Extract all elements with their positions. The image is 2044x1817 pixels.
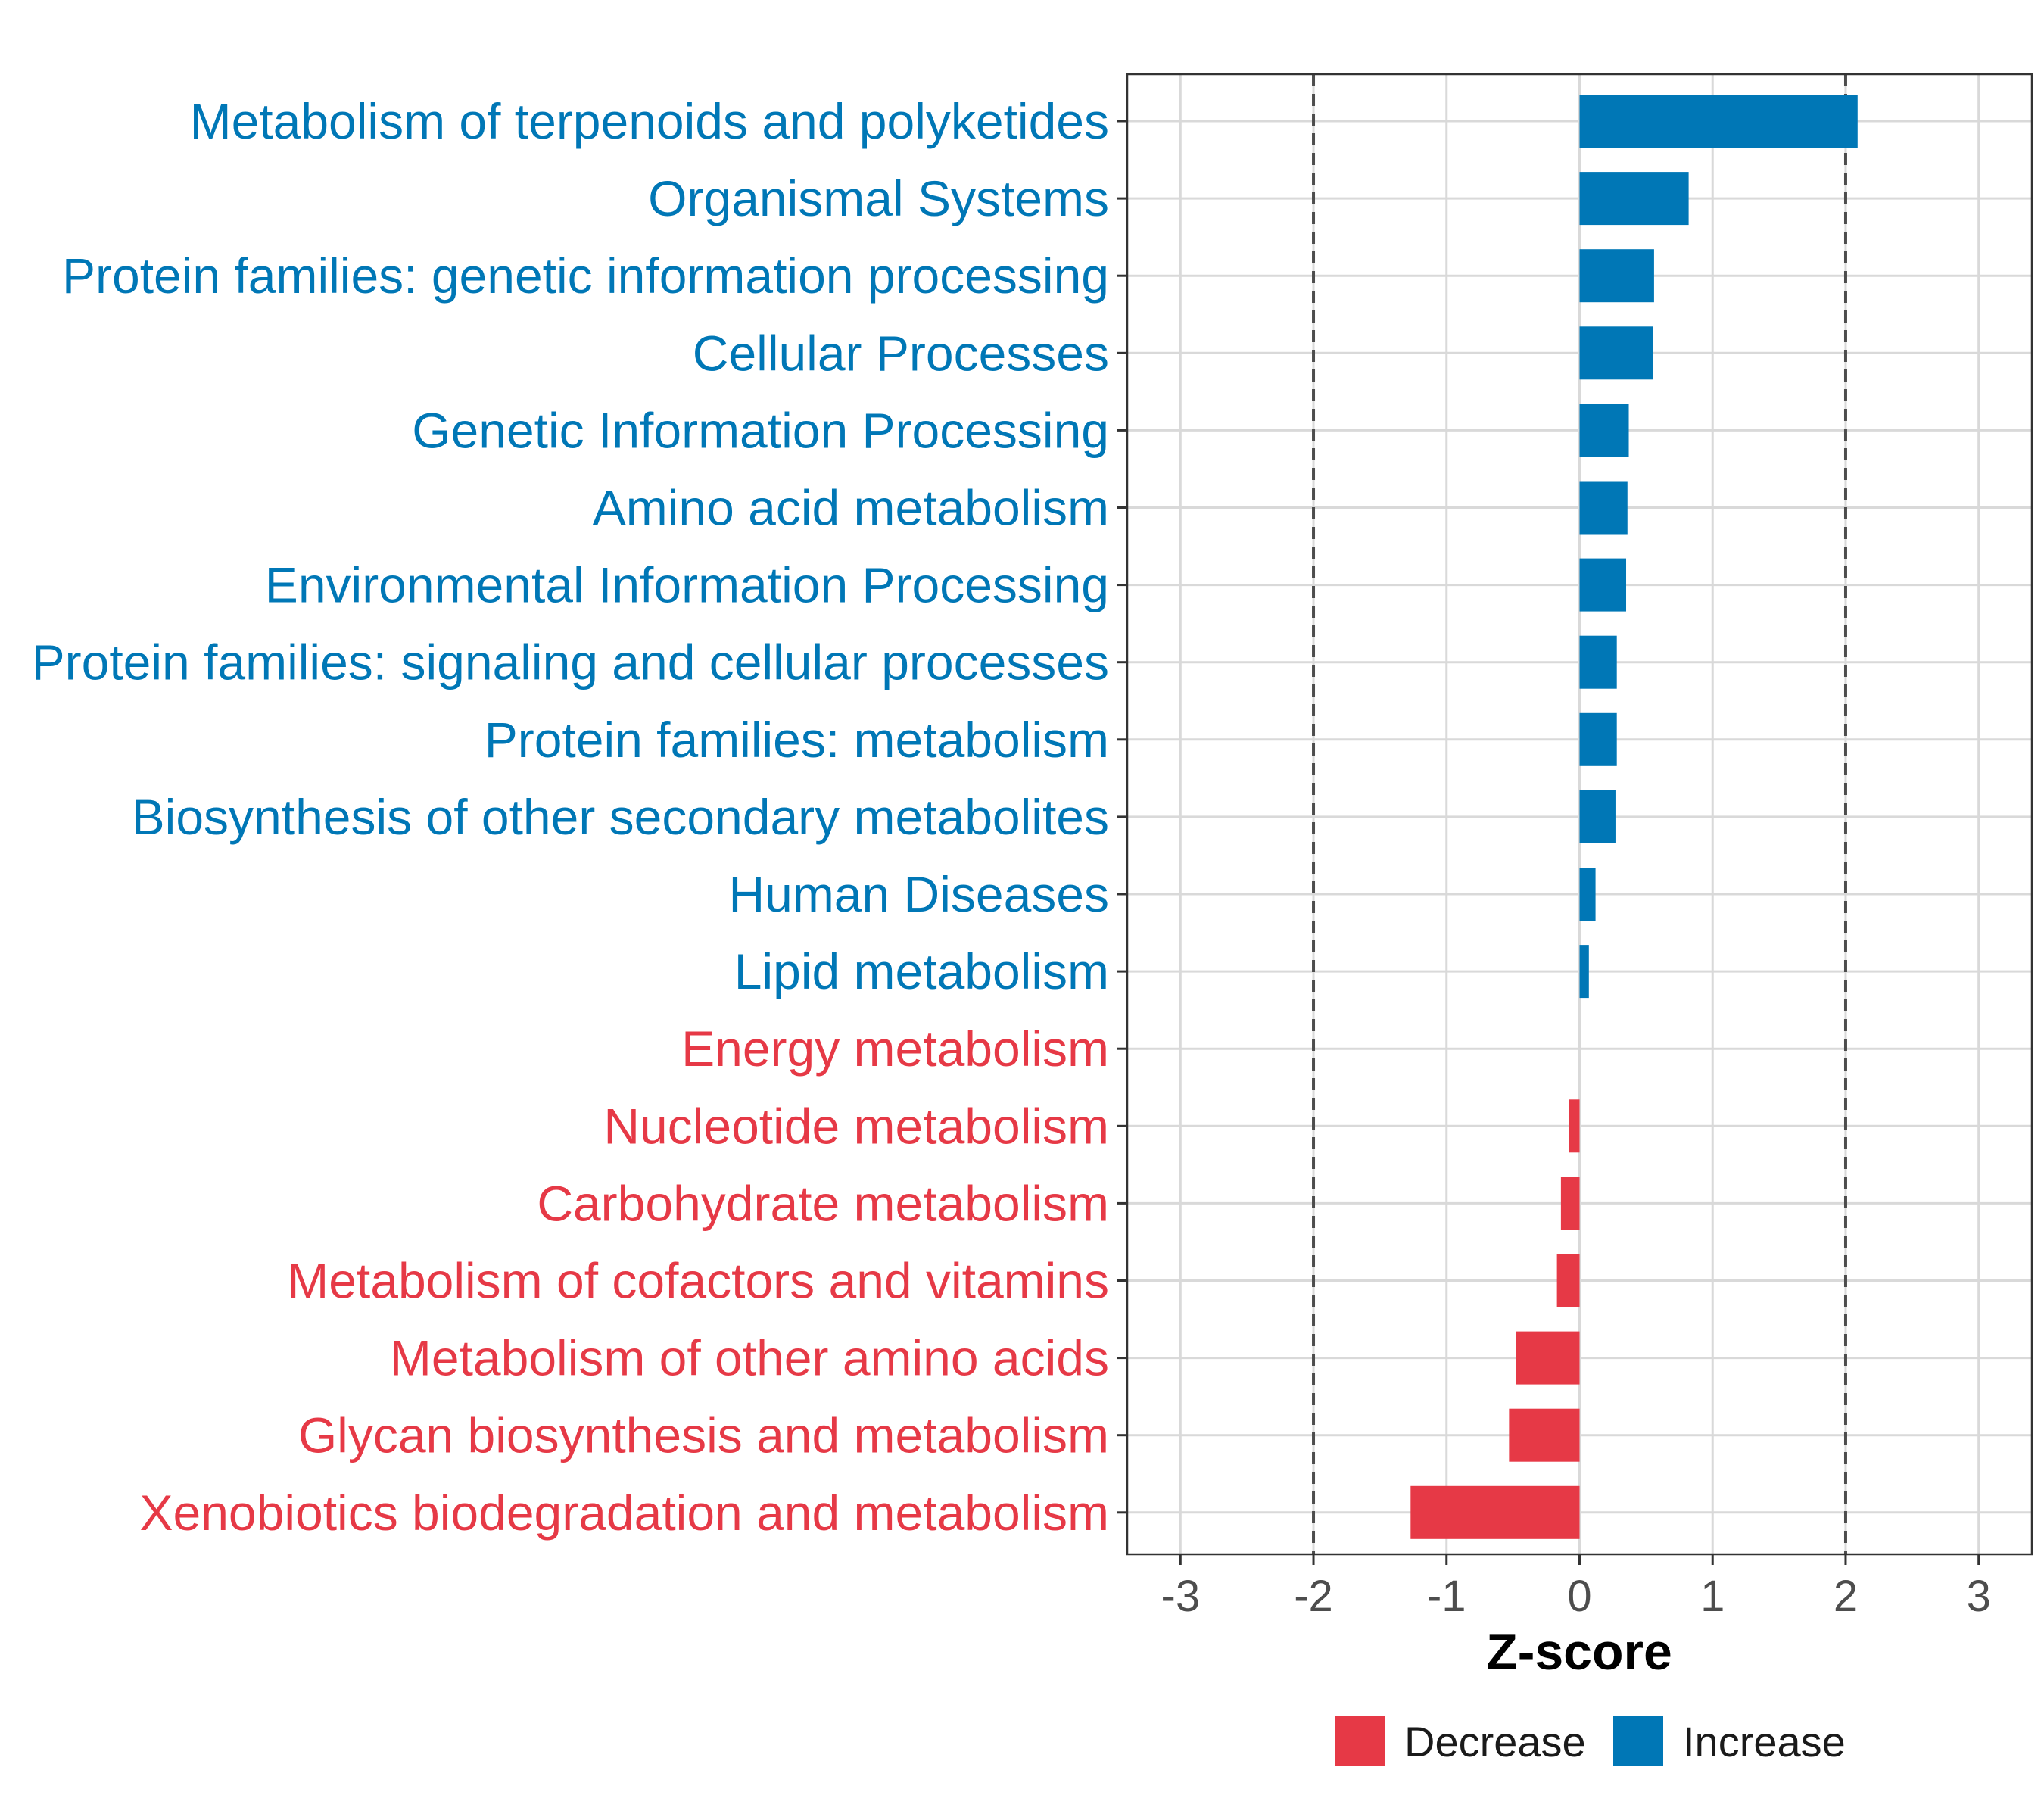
- bar: [1579, 558, 1627, 612]
- bar: [1579, 172, 1689, 226]
- x-axis-ticks: -3 -2 -1 0 1 2 3: [1161, 1554, 1991, 1621]
- x-tick-label: 1: [1700, 1572, 1725, 1621]
- category-label: Metabolism of other amino acids: [390, 1330, 1109, 1386]
- category-label: Protein families: genetic information pr…: [62, 248, 1109, 304]
- legend: Decrease Increase: [1335, 1716, 1846, 1766]
- category-label: Glycan biosynthesis and metabolism: [298, 1407, 1109, 1463]
- bar: [1579, 712, 1617, 766]
- y-axis-ticks: [1117, 120, 1127, 1514]
- category-label: Energy metabolism: [681, 1021, 1109, 1077]
- bar: [1560, 1177, 1580, 1230]
- category-label: Cellular Processes: [693, 325, 1109, 381]
- category-label: Metabolism of cofactors and vitamins: [287, 1253, 1109, 1309]
- legend-key-increase: [1613, 1716, 1663, 1766]
- bar: [1579, 249, 1654, 303]
- bar: [1579, 635, 1617, 689]
- bar: [1556, 1254, 1580, 1307]
- bars: [1410, 95, 1858, 1539]
- category-label: Biosynthesis of other secondary metaboli…: [132, 789, 1109, 845]
- category-label: Amino acid metabolism: [593, 480, 1109, 536]
- bar: [1579, 790, 1616, 843]
- category-label: Nucleotide metabolism: [603, 1098, 1109, 1154]
- legend-label-increase: Increase: [1683, 1718, 1846, 1766]
- bar: [1569, 1099, 1580, 1153]
- bar: [1579, 326, 1653, 380]
- x-tick-label: 3: [1967, 1572, 1991, 1621]
- x-tick-label: 2: [1834, 1572, 1858, 1621]
- category-label: Protein families: signaling and cellular…: [32, 634, 1109, 690]
- category-label: Carbohydrate metabolism: [537, 1175, 1109, 1231]
- category-label: Lipid metabolism: [734, 943, 1109, 999]
- x-tick-label: -3: [1161, 1572, 1201, 1621]
- bar: [1579, 945, 1589, 999]
- category-label: Environmental Information Processing: [265, 557, 1109, 613]
- category-label: Human Diseases: [728, 866, 1109, 922]
- x-tick-label: -1: [1427, 1572, 1466, 1621]
- category-label: Metabolism of terpenoids and polyketides: [190, 93, 1109, 149]
- bar: [1410, 1485, 1580, 1539]
- x-tick-label: -2: [1294, 1572, 1333, 1621]
- bar: [1579, 95, 1858, 148]
- legend-key-decrease: [1335, 1716, 1385, 1766]
- category-label: Organismal Systems: [648, 170, 1109, 226]
- x-tick-label: 0: [1567, 1572, 1591, 1621]
- bar: [1579, 481, 1628, 535]
- legend-label-decrease: Decrease: [1404, 1718, 1586, 1766]
- category-label: Genetic Information Processing: [412, 402, 1109, 458]
- y-axis-labels: Metabolism of terpenoids and polyketides…: [32, 93, 1109, 1541]
- bar: [1579, 868, 1596, 921]
- bar: [1509, 1408, 1580, 1462]
- reference-lines: [1312, 74, 1847, 1554]
- bar: [1516, 1331, 1580, 1385]
- category-label: Xenobiotics biodegradation and metabolis…: [140, 1485, 1110, 1541]
- bar: [1579, 404, 1629, 457]
- category-label: Protein families: metabolism: [485, 712, 1109, 768]
- x-axis-title: Z-score: [1486, 1623, 1672, 1681]
